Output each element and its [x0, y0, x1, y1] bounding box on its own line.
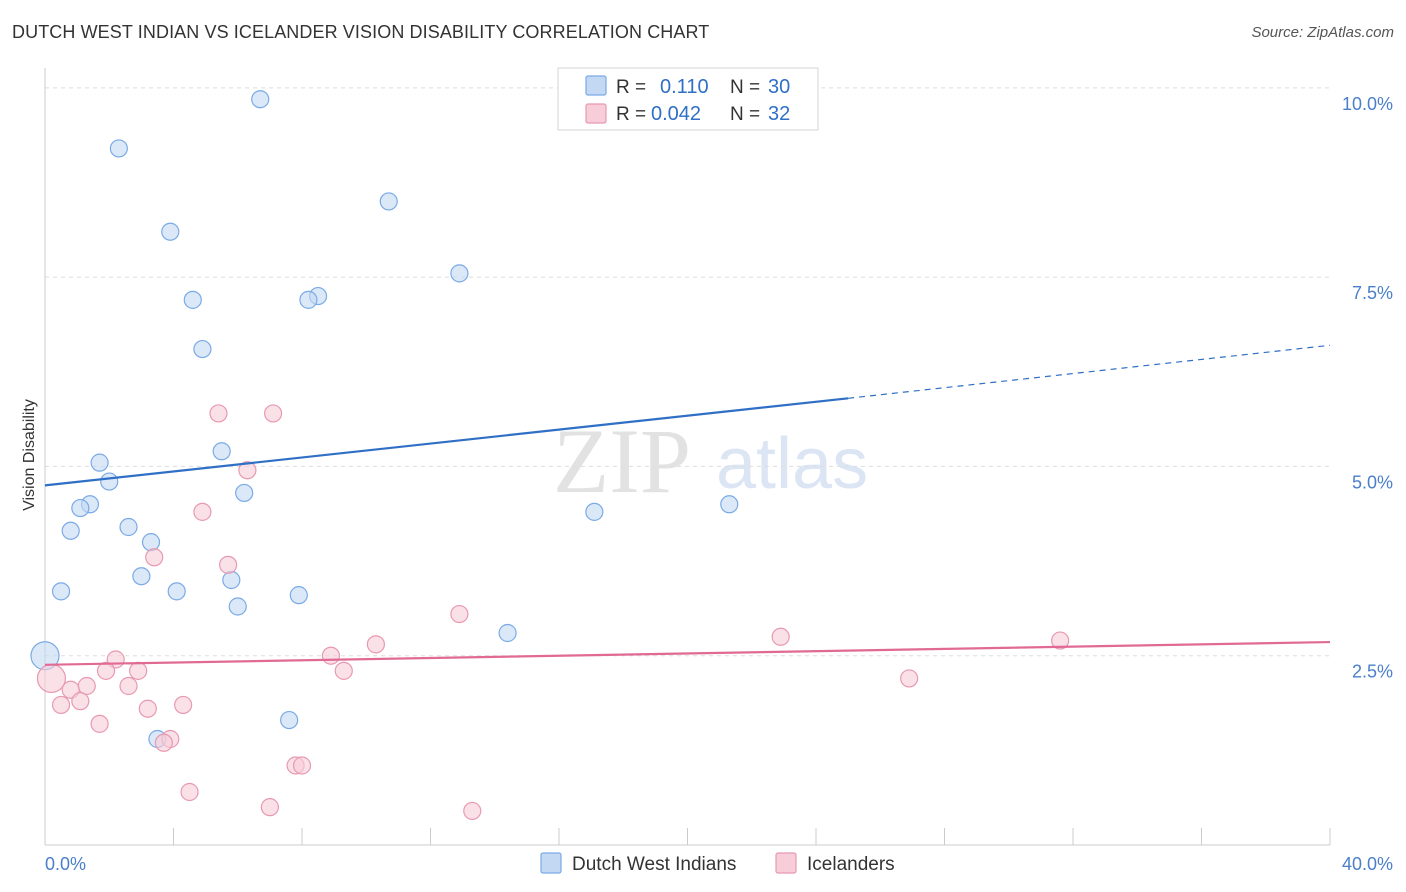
data-point: [235, 483, 254, 503]
data-point: [260, 798, 279, 817]
data-point: [61, 521, 80, 540]
y-tick-label: 10.0%: [1342, 94, 1393, 114]
data-point: [138, 699, 157, 718]
data-point: [219, 555, 238, 574]
data-point: [900, 669, 919, 688]
stats-legend: R = 0.110 N = 30 R = 0.042 N = 32: [557, 67, 819, 131]
legend-n-value-1: 30: [768, 76, 790, 98]
data-point: [90, 453, 109, 472]
series-legend-swatch-dutch-west-indians: [540, 852, 562, 874]
data-point: [263, 404, 283, 423]
series-legend: Dutch West Indians Icelanders: [540, 852, 895, 875]
data-point: [228, 597, 247, 616]
data-point: [132, 567, 151, 586]
data-point: [379, 192, 398, 211]
data-point: [77, 676, 96, 696]
trend-line-dutch-west-indians-extension: [848, 344, 1331, 399]
data-point: [167, 582, 186, 601]
chart-title: DUTCH WEST INDIAN VS ICELANDER VISION DI…: [12, 22, 710, 42]
data-point: [334, 661, 353, 680]
data-point: [720, 495, 739, 514]
trend-line-icelanders: [44, 640, 1331, 666]
data-point: [299, 290, 318, 309]
series-legend-swatch-icelanders: [775, 852, 797, 874]
data-point: [174, 695, 193, 715]
data-point: [450, 264, 469, 283]
y-tick-label: 7.5%: [1352, 283, 1393, 303]
data-point: [450, 604, 469, 624]
data-point: [321, 646, 341, 665]
watermark: ZIP atlas: [553, 410, 868, 512]
data-point: [180, 782, 199, 802]
legend-swatch-icelanders: [585, 103, 607, 124]
data-point: [71, 692, 90, 711]
data-point: [498, 623, 517, 643]
data-point: [280, 710, 299, 730]
data-point: [154, 733, 173, 752]
data-point: [251, 90, 270, 109]
data-point: [96, 661, 116, 680]
y-tick-labels: 2.5% 5.0% 7.5% 10.0%: [1342, 94, 1393, 682]
data-point: [292, 756, 312, 775]
legend-r-label-1: R =: [616, 77, 646, 98]
series-legend-label-icelanders: Icelanders: [807, 854, 895, 875]
series-legend-label-dutch-west-indians: Dutch West Indians: [572, 854, 736, 875]
data-point: [119, 517, 138, 537]
data-points: [30, 90, 1070, 821]
data-point: [36, 663, 67, 694]
data-point: [193, 502, 212, 521]
data-point: [238, 461, 257, 480]
data-point: [119, 676, 138, 696]
data-point: [212, 442, 231, 461]
legend-r-value-2: 0.042: [651, 103, 701, 125]
data-point: [183, 290, 202, 309]
trend-lines: [44, 344, 1331, 666]
watermark-zip: ZIP: [553, 410, 691, 512]
x-tick-label-min: 0.0%: [45, 854, 86, 874]
y-tick-label: 2.5%: [1352, 662, 1393, 682]
data-point: [141, 533, 161, 552]
legend-n-value-2: 32: [768, 103, 790, 125]
watermark-atlas: atlas: [716, 424, 868, 504]
trend-line-dutch-west-indians: [44, 397, 849, 487]
data-point: [771, 627, 790, 646]
data-point: [1051, 631, 1070, 650]
data-point: [585, 502, 604, 521]
data-point: [90, 714, 109, 733]
data-point: [222, 570, 241, 590]
series-dutch-west-indians: [30, 90, 739, 749]
legend-r-label-2: R =: [616, 104, 646, 125]
data-point: [145, 548, 164, 567]
legend-swatch-dutch-west-indians: [585, 75, 607, 96]
data-point: [100, 472, 119, 491]
y-tick-label: 5.0%: [1352, 472, 1393, 492]
data-point: [51, 695, 71, 715]
data-point: [109, 139, 128, 158]
data-point: [209, 404, 228, 423]
data-point: [366, 635, 385, 654]
x-ticks: [44, 828, 1331, 845]
legend-n-label-2: N =: [730, 104, 760, 125]
x-tick-label-max: 40.0%: [1342, 854, 1393, 874]
x-tick-labels: 0.0% 40.0%: [45, 854, 1393, 874]
legend-r-value-1: 0.110: [660, 76, 709, 98]
legend-n-label-1: N =: [730, 77, 760, 98]
data-point: [193, 339, 212, 359]
gridlines: [45, 87, 1330, 657]
data-point: [289, 586, 308, 605]
data-point: [463, 801, 482, 821]
source-label: Source: ZipAtlas.com: [1251, 24, 1394, 41]
data-point: [51, 582, 71, 601]
y-axis-label: Vision Disability: [21, 399, 38, 511]
data-point: [129, 661, 148, 680]
data-point: [71, 498, 90, 518]
data-point: [161, 222, 180, 241]
